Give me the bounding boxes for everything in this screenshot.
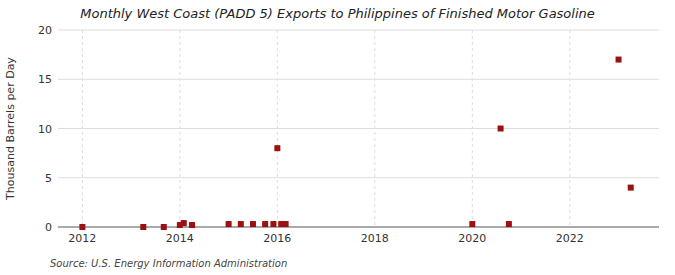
x-ticks: 2012 2014 2016 2018 2020 2022 (68, 232, 583, 245)
y-grid-line (58, 227, 659, 228)
point (250, 221, 256, 227)
y-tick-label: 5 (45, 172, 52, 185)
point (506, 221, 512, 227)
x-tick-label: 2014 (166, 232, 194, 245)
x-grid-line (374, 30, 375, 227)
x-tick-label: 2018 (361, 232, 389, 245)
point (283, 221, 289, 227)
point (616, 57, 622, 63)
title: Monthly West Coast (PADD 5) Exports to P… (80, 6, 595, 21)
point (181, 220, 187, 226)
y-grid-line (58, 30, 659, 31)
points (79, 57, 633, 230)
x-tick-label: 2022 (556, 232, 584, 245)
y-grid-line (58, 177, 659, 178)
y-tick-label: 15 (38, 73, 52, 86)
x-tick-label: 2016 (263, 232, 291, 245)
point (498, 126, 504, 132)
point (189, 222, 195, 228)
y-grid-line (58, 79, 659, 80)
point (262, 221, 268, 227)
y-axis-label: Thousand Barrels per Day (4, 57, 17, 201)
point (274, 145, 280, 151)
point (161, 224, 167, 230)
x-axis-line (58, 227, 659, 228)
x-grid-line (82, 30, 83, 227)
y-tick-label: 20 (38, 24, 52, 37)
y-tick-label: 10 (38, 123, 52, 136)
point (226, 221, 232, 227)
x-tick-label: 2020 (458, 232, 486, 245)
chart: Monthly West Coast (PADD 5) Exports to P… (0, 0, 675, 275)
x-grid-line (569, 30, 570, 227)
point (79, 224, 85, 230)
point (140, 224, 146, 230)
point (270, 221, 276, 227)
y-ticks: 0 5 10 15 20 (38, 24, 52, 234)
y-grid-line (58, 128, 659, 129)
point (238, 221, 244, 227)
point (628, 185, 634, 191)
x-tick-label: 2012 (68, 232, 96, 245)
x-grid-line (472, 30, 473, 227)
x-grid-line (277, 30, 278, 227)
x-grid-line (179, 30, 180, 227)
source-note: Source: U.S. Energy Information Administ… (50, 258, 287, 269)
grid (58, 30, 659, 227)
y-tick-label: 0 (45, 221, 52, 234)
point (469, 221, 475, 227)
